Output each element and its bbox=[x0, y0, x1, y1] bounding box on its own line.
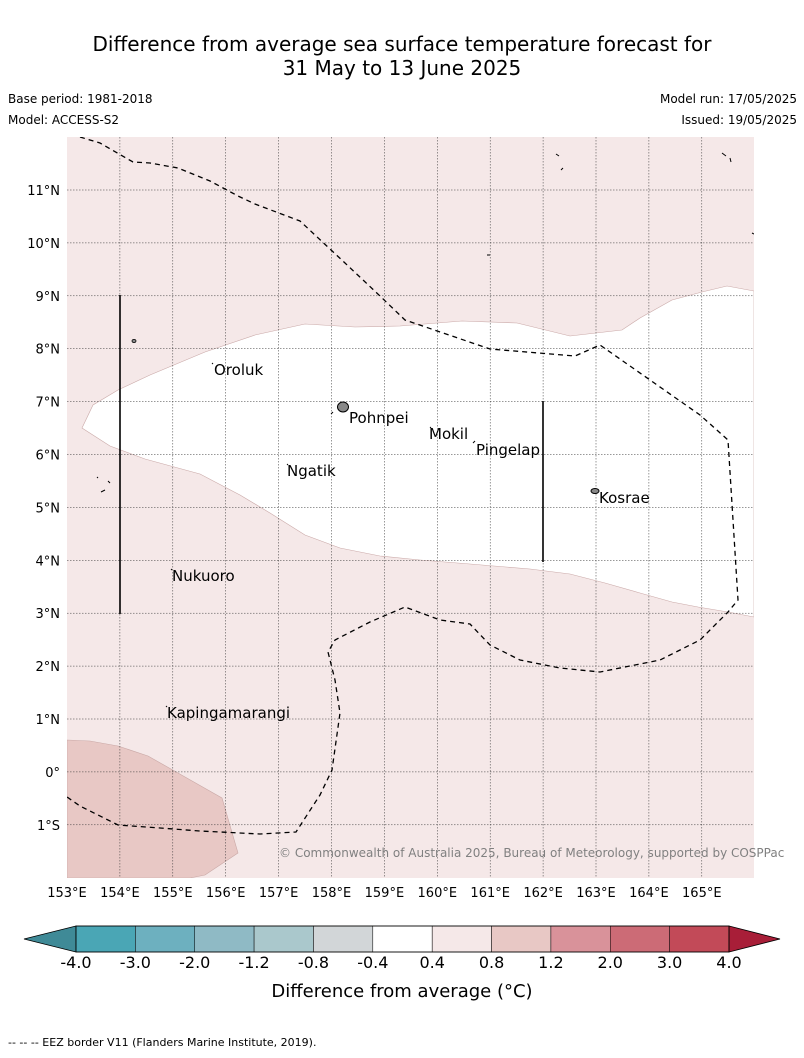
atoll-island-icon bbox=[131, 338, 137, 343]
colorbar-tick-label: -0.4 bbox=[357, 953, 388, 972]
colorbar-segment bbox=[669, 925, 730, 953]
colorbar-tick-label: 3.0 bbox=[657, 953, 682, 972]
map-title: Difference from average sea surface temp… bbox=[0, 32, 804, 80]
anomaly-band-warm bbox=[67, 739, 239, 878]
colorbar-tick-label: -1.2 bbox=[238, 953, 269, 972]
place-labels: Oroluk Pohnpei Mokil Pingelap Ngatik Kos… bbox=[167, 361, 650, 722]
small-atolls-icon bbox=[96, 152, 754, 708]
copyright-text: © Commonwealth of Australia 2025, Bureau… bbox=[279, 846, 784, 860]
place-label-ngatik: Ngatik bbox=[287, 462, 336, 480]
latitude-label: 6°N bbox=[36, 449, 61, 464]
latitude-label: 1°N bbox=[36, 713, 61, 728]
kosrae-island-icon bbox=[590, 488, 600, 494]
base-period-text: Base period: 1981-2018 bbox=[8, 92, 153, 106]
longitude-label: 158°E bbox=[312, 886, 352, 901]
graticule bbox=[67, 137, 754, 878]
longitude-label: 157°E bbox=[259, 886, 299, 901]
latitude-label: 5°N bbox=[36, 501, 61, 516]
place-label-kapingamarangi: Kapingamarangi bbox=[167, 704, 290, 722]
colorbar-min-arrow bbox=[23, 925, 77, 953]
anomaly-band-near-average bbox=[81, 285, 754, 618]
latitude-label: 9°N bbox=[36, 290, 61, 305]
longitude-label: 162°E bbox=[523, 886, 563, 901]
model-text: Model: ACCESS-S2 bbox=[8, 113, 120, 127]
longitude-label: 165°E bbox=[682, 886, 722, 901]
longitude-label: 161°E bbox=[470, 886, 510, 901]
longitude-label: 163°E bbox=[576, 886, 616, 901]
eez-footnote: -- -- -- EEZ border V11 (Flanders Marine… bbox=[8, 1036, 317, 1049]
longitude-label: 156°E bbox=[206, 886, 246, 901]
colorbar-segment bbox=[194, 925, 255, 953]
place-label-nukuoro: Nukuoro bbox=[172, 567, 235, 585]
colorbar-tick-label: -2.0 bbox=[179, 953, 210, 972]
colorbar-segment bbox=[550, 925, 611, 953]
colorbar-segment bbox=[610, 925, 670, 953]
latitude-label: 3°N bbox=[36, 607, 61, 622]
latitude-label: 8°N bbox=[36, 343, 61, 358]
sst-map: Oroluk Pohnpei Mokil Pingelap Ngatik Kos… bbox=[23, 137, 784, 1002]
colorbar-tick-label: -0.8 bbox=[298, 953, 329, 972]
colorbar-segment bbox=[75, 925, 136, 953]
colorbar-outline bbox=[75, 925, 730, 953]
issued-text: Issued: 19/05/2025 bbox=[681, 113, 797, 127]
longitude-label: 164°E bbox=[629, 886, 669, 901]
colorbar-tick-label: -3.0 bbox=[120, 953, 151, 972]
place-label-pingelap: Pingelap bbox=[476, 441, 540, 459]
colorbar-tick-label: 0.4 bbox=[419, 953, 444, 972]
colorbar-segment bbox=[491, 925, 552, 953]
latitude-label: 2°N bbox=[36, 660, 61, 675]
colorbar-title: Difference from average (°C) bbox=[271, 981, 532, 1002]
latitude-label: 4°N bbox=[36, 554, 61, 569]
colorbar-max-arrow bbox=[728, 925, 781, 953]
longitude-label: 160°E bbox=[418, 886, 458, 901]
latitude-label: 7°N bbox=[36, 396, 61, 411]
colorbar bbox=[23, 925, 781, 953]
colorbar-segment bbox=[431, 925, 492, 953]
latitude-labels: 11°N 10°N 9°N 8°N 7°N 6°N 5°N 4°N 3°N 2°N 1°N 0° 1°S bbox=[27, 184, 60, 834]
eez-border bbox=[67, 137, 739, 835]
map-area bbox=[67, 137, 754, 878]
colorbar-segment bbox=[313, 925, 374, 953]
colorbar-tick-labels: -4.0 -3.0 -2.0 -1.2 -0.8 -0.4 0.4 0.8 1.2 2.0 3.0 4… bbox=[60, 953, 741, 972]
colorbar-segment bbox=[135, 925, 195, 953]
pohnpei-island-icon bbox=[337, 401, 349, 413]
colorbar-tick-label: 0.8 bbox=[479, 953, 504, 972]
title-line-2: 31 May to 13 June 2025 bbox=[282, 56, 522, 80]
latitude-label: 1°S bbox=[37, 819, 60, 834]
colorbar-segment bbox=[253, 925, 314, 953]
colorbar-segment bbox=[372, 925, 433, 953]
title-line-1: Difference from average sea surface temp… bbox=[92, 32, 712, 56]
colorbar-tick-label: 1.2 bbox=[538, 953, 563, 972]
colorbar-tick-label: 4.0 bbox=[716, 953, 741, 972]
longitude-label: 155°E bbox=[153, 886, 193, 901]
latitude-label: 10°N bbox=[27, 237, 60, 252]
longitude-labels: 153°E 154°E 155°E 156°E 157°E 158°E 159°E 160°E… bbox=[47, 886, 721, 901]
place-label-oroluk: Oroluk bbox=[214, 361, 263, 379]
colorbar-tick-label: -4.0 bbox=[60, 953, 91, 972]
colorbar-tick-label: 2.0 bbox=[598, 953, 623, 972]
longitude-label: 159°E bbox=[365, 886, 405, 901]
longitude-label: 153°E bbox=[47, 886, 87, 901]
place-label-pohnpei: Pohnpei bbox=[349, 409, 409, 427]
longitude-label: 154°E bbox=[100, 886, 140, 901]
model-run-text: Model run: 17/05/2025 bbox=[659, 92, 797, 106]
place-label-mokil: Mokil bbox=[429, 425, 468, 443]
latitude-label: 0° bbox=[45, 766, 60, 781]
place-label-kosrae: Kosrae bbox=[599, 489, 650, 507]
latitude-label: 11°N bbox=[27, 184, 60, 199]
